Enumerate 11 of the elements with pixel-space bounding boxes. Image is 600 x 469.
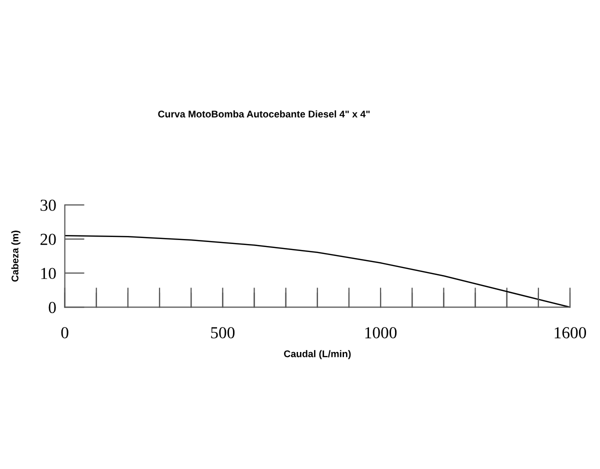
x-axis-title: Caudal (L/min)	[284, 350, 351, 360]
y-tick-label: 10	[41, 268, 56, 280]
chart-title: Curva MotoBomba Autocebante Diesel 4" x 4"	[158, 110, 370, 118]
y-axis-title: Cabeza (m)	[11, 230, 20, 282]
x-tick-label: 1600	[554, 327, 586, 338]
x-tick-label: 0	[61, 327, 68, 338]
x-tick-label: 500	[211, 327, 235, 338]
y-tick-label: 20	[40, 234, 56, 245]
x-tick-label: 1000	[365, 327, 397, 338]
y-tick-label: 0	[48, 302, 56, 314]
y-tick-label: 30	[40, 200, 56, 211]
